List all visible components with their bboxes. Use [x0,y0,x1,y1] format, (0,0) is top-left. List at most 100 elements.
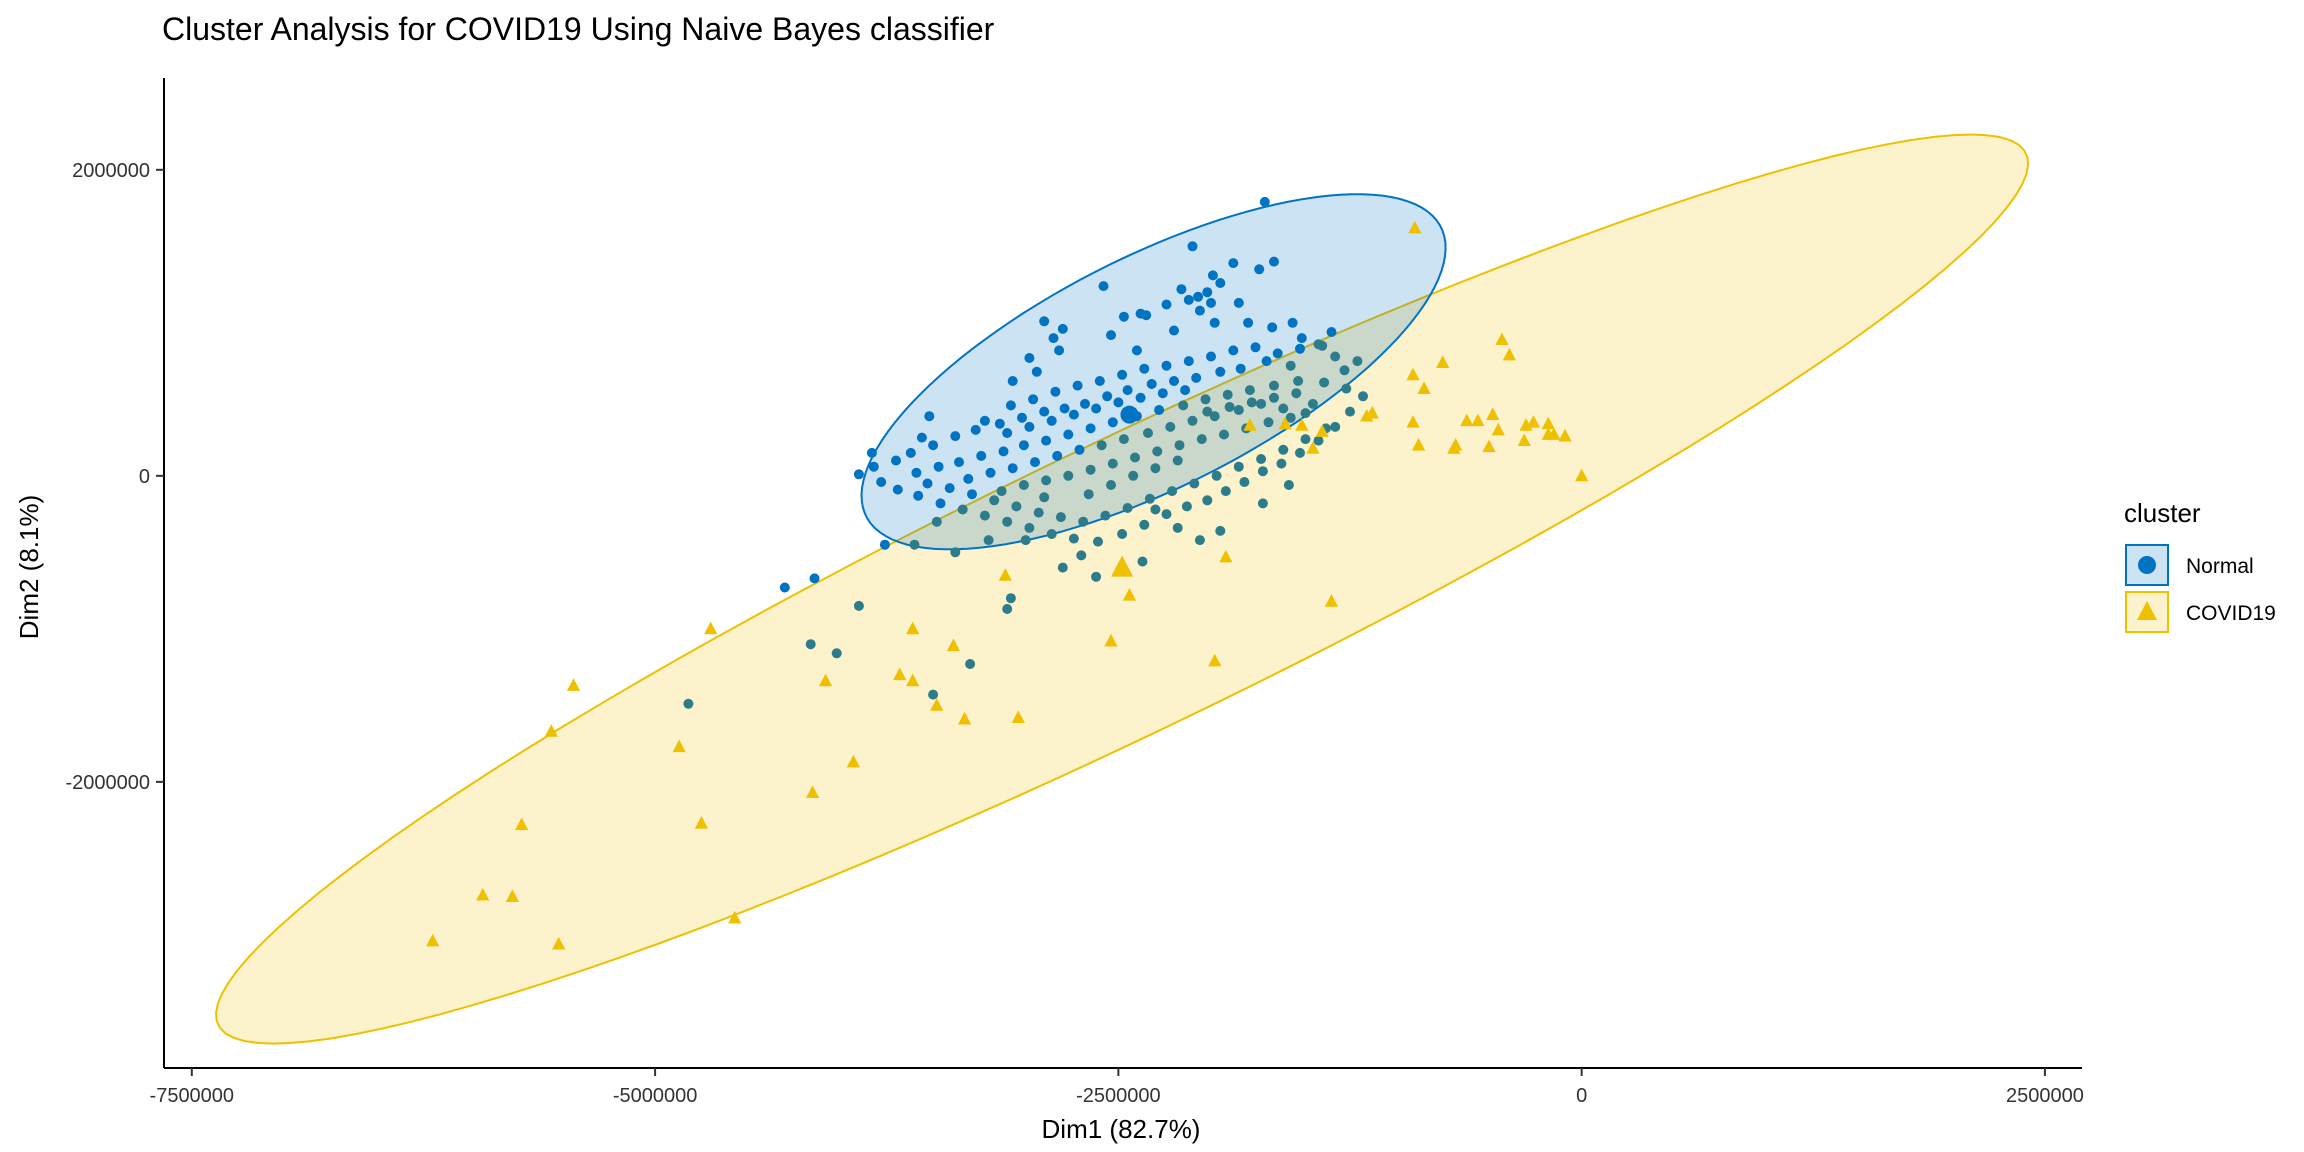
point-covid19 [1219,549,1233,563]
point-normal [1202,287,1213,298]
point-covid19 [906,621,920,635]
point-normal [1078,516,1089,527]
point-covid19 [1460,413,1474,427]
point-normal [1256,454,1267,464]
point-normal [1206,297,1216,308]
plot-area [214,133,2030,1045]
point-covid19 [930,698,944,711]
point-normal [1141,310,1152,321]
point-normal [989,495,1000,506]
point-normal [1144,493,1155,504]
point-normal [1228,258,1239,269]
point-normal [1091,571,1102,582]
legend-marker-normal [2138,556,2156,574]
point-normal [1267,322,1278,333]
point-normal [1020,535,1031,546]
point-covid19 [1482,439,1496,453]
x-axis-title: Dim1 (82.7%) [1042,1114,1201,1144]
point-normal [1041,435,1052,446]
point-normal [1207,270,1218,281]
point-normal [1085,423,1096,434]
point-covid19 [1417,381,1431,395]
point-normal [913,490,924,501]
point-normal [1085,464,1096,475]
point-normal [1094,376,1105,386]
point-normal [1285,360,1296,371]
x-tick-label: -2500000 [1076,1085,1161,1107]
x-tick-label: -5000000 [613,1085,698,1107]
point-normal [1017,412,1027,423]
point-normal [1107,458,1118,469]
point-normal [1033,507,1044,518]
point-normal [1222,389,1233,400]
point-covid19 [946,638,961,652]
point-normal [1259,196,1270,207]
point-covid19 [505,889,519,903]
point-normal [1196,434,1207,445]
point-covid19 [1486,407,1500,421]
point-normal [1250,342,1261,353]
point-normal [1143,428,1153,438]
point-normal [1018,480,1029,490]
point-normal [1307,398,1318,409]
point-covid19 [1526,415,1541,428]
point-normal [1174,440,1185,451]
point-normal [985,467,996,478]
point-normal [1005,400,1016,411]
cluster-ellipses [214,133,2030,1045]
point-normal [1194,535,1205,546]
point-normal [853,469,864,480]
point-normal [983,535,994,546]
point-normal [1233,297,1244,308]
point-normal [1215,278,1226,288]
point-normal [779,582,790,593]
point-normal [950,431,961,442]
point-normal [1291,388,1302,399]
point-normal [1039,316,1050,327]
point-normal [1193,291,1204,302]
point-normal [1254,264,1265,275]
point-covid19 [1406,367,1420,381]
point-normal [1007,376,1018,386]
point-normal [1269,256,1279,267]
point-normal [1272,348,1283,359]
point-normal [1152,446,1163,457]
point-normal [1135,392,1146,403]
point-normal [831,648,842,659]
point-covid19 [1575,468,1589,482]
point-normal [868,461,879,472]
point-normal [1169,376,1179,386]
point-normal [1313,435,1324,446]
point-normal [1157,388,1168,399]
point-normal [892,484,903,495]
point-normal [1031,366,1042,377]
point-normal [1131,345,1142,356]
point-normal [1018,440,1029,451]
point-normal [1326,327,1337,337]
point-covid19 [998,568,1012,581]
point-normal [1257,498,1268,509]
point-covid19 [552,936,566,950]
point-covid19 [1517,433,1531,447]
point-normal [1102,391,1113,402]
point-normal [1341,383,1352,394]
point-covid19 [1011,710,1025,723]
point-normal [1118,434,1129,445]
point-covid19 [1411,438,1426,451]
point-normal [1137,556,1148,567]
point-normal [1187,415,1198,426]
point-normal [1278,403,1289,414]
point-normal [1002,516,1013,527]
y-axis-ticks: -2000000 0 2000000 [65,160,164,794]
point-normal [909,539,920,550]
point-normal [1074,444,1085,455]
point-normal [1345,406,1355,417]
x-tick-label: -7500000 [150,1085,235,1107]
point-normal [1093,536,1103,547]
point-normal [916,432,927,443]
point-normal [1224,402,1235,412]
point-normal [1261,356,1272,367]
point-normal [924,411,935,422]
point-normal [1287,317,1298,328]
point-normal [879,539,890,550]
